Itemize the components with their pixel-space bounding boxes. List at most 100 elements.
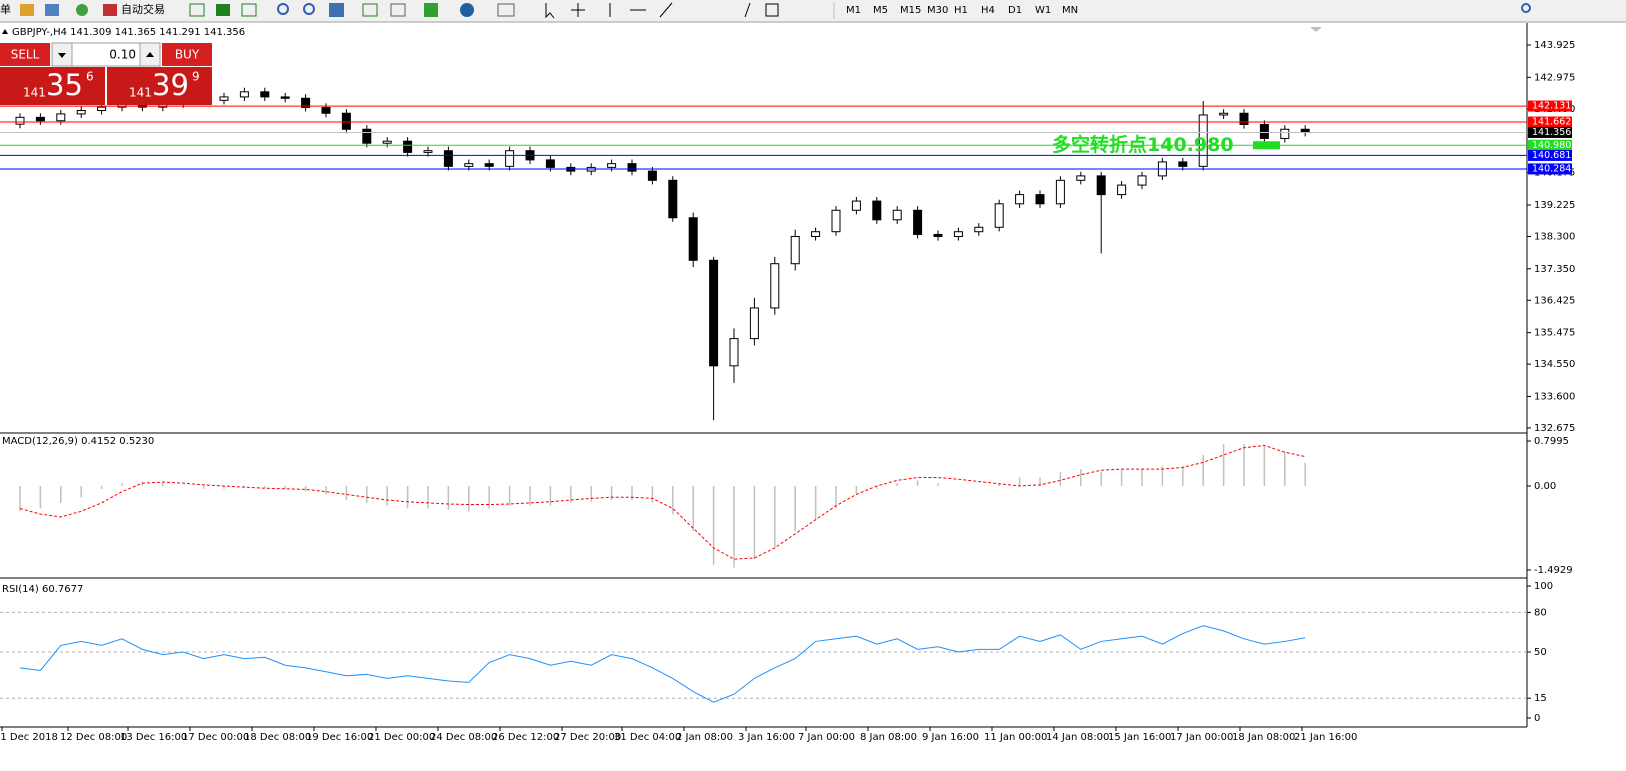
pane: MACD(12,26,9) 0.4152 0.5230 0.7995 0.00 -1.… — [2, 436, 1573, 576]
annotation-marker — [1253, 141, 1280, 150]
sell-price-main[interactable]: 35 — [46, 68, 83, 102]
timeframe-button[interactable]: M1 — [846, 5, 861, 16]
candle-body — [811, 231, 821, 237]
buy-price-small[interactable]: 9 — [192, 70, 200, 84]
timeframe-button[interactable]: D1 — [1008, 5, 1022, 16]
candle-body — [607, 163, 617, 168]
candle-body — [505, 150, 515, 167]
sell-price-big[interactable]: 141 — [23, 86, 46, 100]
price-level-tag — [1528, 163, 1572, 175]
price-level-label: 142.131 — [1532, 101, 1571, 112]
text-tool[interactable] — [744, 2, 751, 18]
y-tick-label: -1.4929 — [1534, 565, 1573, 576]
candle-body — [1137, 175, 1147, 186]
candle-body — [56, 113, 66, 122]
icon[interactable] — [20, 4, 34, 16]
price-level-tag — [1528, 149, 1572, 161]
icon[interactable] — [460, 3, 474, 17]
y-tick-label: 50 — [1534, 647, 1547, 658]
x-tick-label: 17 Dec 00:00 — [182, 732, 249, 743]
buy-label[interactable]: BUY — [175, 48, 200, 62]
timeframe-button[interactable]: H1 — [954, 5, 968, 16]
candle-body — [1055, 179, 1065, 205]
candle-body — [872, 200, 882, 221]
candle-body — [97, 106, 107, 112]
timeframe-button[interactable]: M5 — [873, 5, 888, 16]
buy-price-main[interactable]: 39 — [152, 68, 189, 102]
crosshair-tool[interactable] — [571, 3, 585, 17]
icon[interactable] — [45, 4, 59, 16]
y-tick-label: 133.600 — [1534, 391, 1575, 402]
candle-body — [280, 96, 290, 99]
sell-label[interactable]: SELL — [11, 48, 40, 62]
sell-button[interactable] — [0, 43, 50, 66]
candle-body — [545, 159, 555, 168]
icon[interactable] — [390, 3, 406, 17]
x-tick-label: 31 Dec 04:00 — [614, 732, 681, 743]
signal-line — [19, 444, 1306, 560]
x-tick-label: 14 Jan 08:00 — [1046, 732, 1109, 743]
zoom-out[interactable] — [303, 3, 315, 15]
y-tick-label: 100 — [1534, 581, 1553, 592]
auto-trade-button[interactable]: 自动交易 — [121, 2, 165, 16]
candle-body — [688, 217, 698, 261]
candle-body — [219, 96, 229, 101]
candle-body — [301, 97, 311, 108]
icon[interactable] — [76, 4, 88, 16]
up-arrow — [146, 52, 154, 57]
candle-body — [1259, 123, 1269, 139]
icon[interactable] — [216, 4, 230, 16]
timeframe-button[interactable]: M15 — [900, 5, 921, 16]
sell-price-box[interactable] — [0, 67, 105, 105]
icon[interactable] — [189, 3, 205, 17]
trendline-tool[interactable] — [659, 2, 673, 18]
toolbar-bg — [0, 0, 1626, 22]
price-level-tag — [1528, 100, 1572, 112]
search[interactable] — [1521, 3, 1531, 13]
x-tick-label: 12 Dec 08:00 — [60, 732, 127, 743]
buy-price-big[interactable]: 141 — [129, 86, 152, 100]
x-tick-label: 7 Jan 00:00 — [798, 732, 855, 743]
menu-fragment[interactable]: 单 — [0, 3, 11, 16]
x-tick-label: 26 Dec 12:00 — [492, 732, 559, 743]
x-tick-label: 9 Jan 16:00 — [922, 732, 979, 743]
icon[interactable] — [329, 3, 344, 17]
auto-trade-icon[interactable] — [103, 4, 117, 16]
candle-body — [1096, 175, 1106, 196]
candle-body — [1219, 112, 1229, 116]
lot-value[interactable]: 0.10 — [109, 48, 136, 62]
y-tick-label: 0.00 — [1534, 481, 1556, 492]
zoom-in[interactable] — [277, 3, 289, 15]
icon[interactable] — [362, 3, 378, 17]
y-tick-label: 132.675 — [1534, 423, 1575, 434]
candle-body — [1035, 194, 1045, 205]
candle-body — [260, 91, 270, 98]
icon[interactable] — [424, 3, 438, 17]
shift-marker — [1310, 27, 1322, 32]
candle-body — [892, 209, 902, 221]
timeframe-button[interactable]: H4 — [981, 5, 995, 16]
chart-header: GBPJPY-,H4 141.309 141.365 141.291 141.3… — [12, 27, 245, 38]
indicator-title: MACD(12,26,9) 0.4152 0.5230 — [2, 436, 154, 447]
candle-body — [1076, 175, 1086, 181]
candle-body — [831, 209, 841, 233]
cursor-tool[interactable] — [545, 3, 555, 19]
x-tick-label: 27 Dec 20:00 — [554, 732, 621, 743]
timeframe-button[interactable]: M30 — [927, 5, 948, 16]
icon[interactable] — [497, 3, 515, 17]
timeframe-button[interactable]: W1 — [1035, 5, 1051, 16]
y-tick-label: 137.350 — [1534, 264, 1575, 275]
buy-button[interactable] — [162, 43, 212, 66]
x-tick-label: 11 Jan 00:00 — [984, 732, 1047, 743]
icon[interactable] — [241, 3, 257, 17]
x-tick-label: 13 Dec 16:00 — [120, 732, 187, 743]
timeframe-button[interactable]: MN — [1062, 5, 1078, 16]
candle-body — [994, 203, 1004, 228]
candle-body — [1280, 128, 1290, 139]
candle-body — [464, 163, 474, 167]
trade-panel: SELL 0.10 BUY 141 35 6 141 39 9 — [0, 42, 212, 105]
buy-price-box[interactable] — [107, 67, 212, 105]
y-tick-label: 0.7995 — [1534, 436, 1569, 447]
sell-price-small[interactable]: 6 — [86, 70, 94, 84]
label-tool[interactable] — [765, 3, 779, 17]
